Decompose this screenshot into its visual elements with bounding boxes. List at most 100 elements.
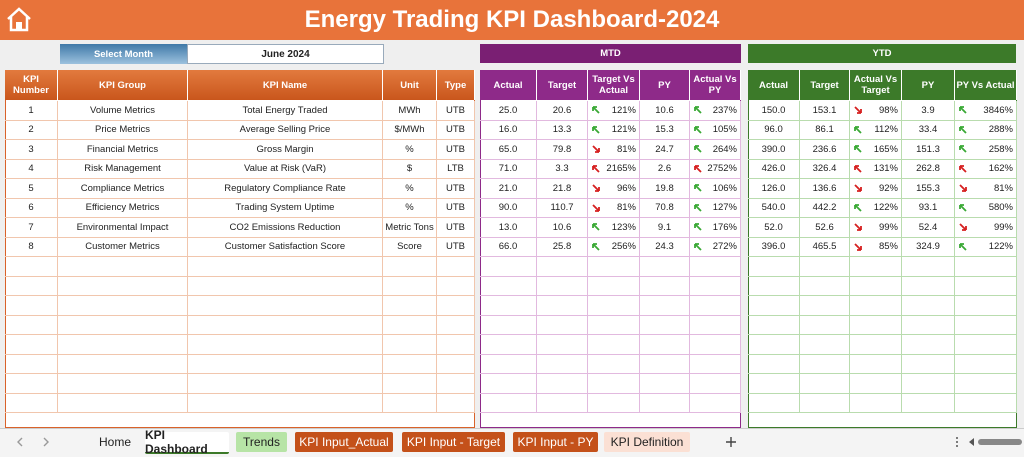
empty-cell xyxy=(850,393,902,413)
percent: 96% xyxy=(616,182,636,194)
cell: % xyxy=(383,140,437,160)
column-header: KPI Number xyxy=(5,70,58,100)
empty-cell xyxy=(850,374,902,394)
scrollbar[interactable] xyxy=(952,434,1022,450)
column-header: PY xyxy=(902,70,955,100)
status-arrow xyxy=(694,223,702,231)
status-arrow xyxy=(592,184,600,193)
percent: 81% xyxy=(616,143,636,155)
month-value[interactable]: June 2024 xyxy=(187,44,384,64)
empty-cell xyxy=(640,315,690,335)
empty-cell xyxy=(588,276,640,296)
cell: 66.0 xyxy=(480,237,537,257)
cell: Customer Metrics xyxy=(58,237,188,257)
cell: 81% xyxy=(588,198,640,218)
empty-cell xyxy=(383,315,437,335)
cell: Efficiency Metrics xyxy=(58,198,188,218)
empty-cell xyxy=(437,335,475,355)
empty-cell xyxy=(188,393,383,413)
cell: 3846% xyxy=(955,101,1017,121)
cell: 86.1 xyxy=(800,120,850,140)
status-arrow xyxy=(592,145,600,154)
column-header: Target Vs Actual xyxy=(588,70,640,100)
empty-cell xyxy=(955,315,1017,335)
cell: 136.6 xyxy=(800,179,850,199)
empty-cell xyxy=(955,257,1017,277)
sheet-tab[interactable]: KPI Definition xyxy=(604,432,690,452)
empty-cell xyxy=(5,335,58,355)
empty-cell xyxy=(5,354,58,374)
status-arrow xyxy=(854,223,862,232)
sheet-tab[interactable]: Trends xyxy=(236,432,287,452)
status-arrow xyxy=(694,125,702,134)
percent: 288% xyxy=(988,124,1013,136)
cell: Price Metrics xyxy=(58,120,188,140)
cell: 153.1 xyxy=(800,101,850,121)
cell: Environmental Impact xyxy=(58,218,188,238)
cell: 122% xyxy=(850,198,902,218)
cell: 165% xyxy=(850,140,902,160)
sheet-tab[interactable]: KPI Input_Actual xyxy=(295,432,393,452)
empty-cell xyxy=(188,257,383,277)
cell: Trading System Uptime xyxy=(188,198,383,218)
cell: 110.7 xyxy=(537,198,588,218)
sheet-tab[interactable]: Home xyxy=(98,435,131,449)
column-header: Unit xyxy=(383,70,437,100)
tab-nav[interactable] xyxy=(14,435,54,449)
cell: 121% xyxy=(588,120,640,140)
empty-cell xyxy=(640,335,690,355)
add-sheet[interactable] xyxy=(724,435,738,449)
column-header: KPI Group xyxy=(58,70,188,100)
cell: 1 xyxy=(5,101,58,121)
percent: 256% xyxy=(611,241,636,253)
status-arrow xyxy=(694,106,702,114)
cell: 8 xyxy=(5,237,58,257)
cell: 79.8 xyxy=(537,140,588,160)
cell: 324.9 xyxy=(902,237,955,257)
cell: 150.0 xyxy=(748,101,800,121)
cell: 3.9 xyxy=(902,101,955,121)
cell: 90.0 xyxy=(480,198,537,218)
cell: 176% xyxy=(690,218,741,238)
cell: 33.4 xyxy=(902,120,955,140)
empty-cell xyxy=(383,374,437,394)
cell: UTB xyxy=(437,140,475,160)
empty-cell xyxy=(690,276,741,296)
home-icon[interactable] xyxy=(5,6,33,32)
empty-cell xyxy=(188,296,383,316)
empty-cell xyxy=(640,374,690,394)
table-body xyxy=(5,70,475,428)
empty-cell xyxy=(480,257,537,277)
empty-cell xyxy=(800,276,850,296)
cell: Compliance Metrics xyxy=(58,179,188,199)
empty-cell xyxy=(690,374,741,394)
empty-cell xyxy=(480,374,537,394)
empty-cell xyxy=(383,257,437,277)
cell: 272% xyxy=(690,237,741,257)
cell: 93.1 xyxy=(902,198,955,218)
cell: 112% xyxy=(850,120,902,140)
empty-cell xyxy=(537,257,588,277)
empty-cell xyxy=(437,257,475,277)
empty-cell xyxy=(188,335,383,355)
cell: 390.0 xyxy=(748,140,800,160)
cell: 237% xyxy=(690,101,741,121)
empty-cell xyxy=(437,315,475,335)
empty-cell xyxy=(480,354,537,374)
percent: 92% xyxy=(878,182,898,194)
cell: 21.0 xyxy=(480,179,537,199)
cell: 99% xyxy=(955,218,1017,238)
sheet-tab[interactable]: KPI Input - PY xyxy=(513,432,598,452)
cell: MWh xyxy=(383,101,437,121)
cell: 6 xyxy=(5,198,58,218)
percent: 176% xyxy=(712,221,737,233)
sheet-tab[interactable]: KPI Dashboard xyxy=(145,428,229,456)
empty-cell xyxy=(437,276,475,296)
cell: 7 xyxy=(5,218,58,238)
sheet-tab[interactable]: KPI Input - Target xyxy=(402,432,505,452)
empty-cell xyxy=(748,276,800,296)
cell: 264% xyxy=(690,140,741,160)
empty-cell xyxy=(588,335,640,355)
empty-cell xyxy=(5,276,58,296)
